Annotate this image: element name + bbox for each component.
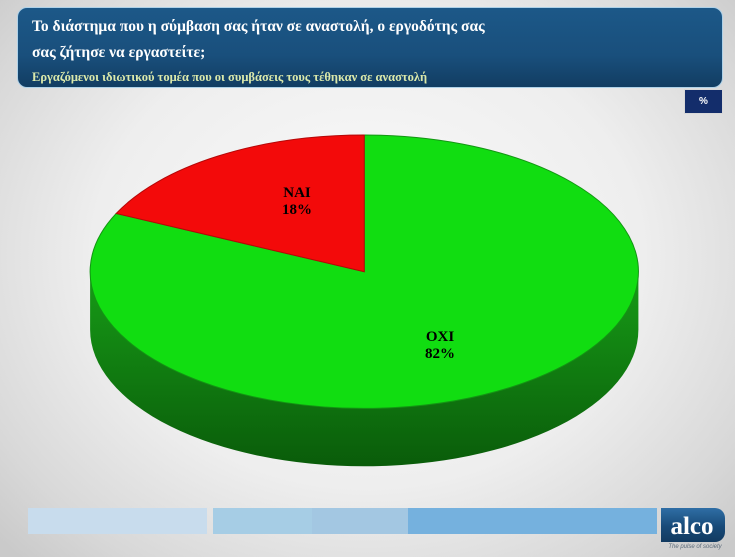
svg-text:alco: alco [670, 513, 713, 540]
svg-text:NAI: NAI [283, 185, 311, 201]
svg-text:82%: 82% [425, 346, 455, 362]
svg-text:OXI: OXI [426, 329, 455, 345]
svg-text:18%: 18% [282, 202, 312, 218]
